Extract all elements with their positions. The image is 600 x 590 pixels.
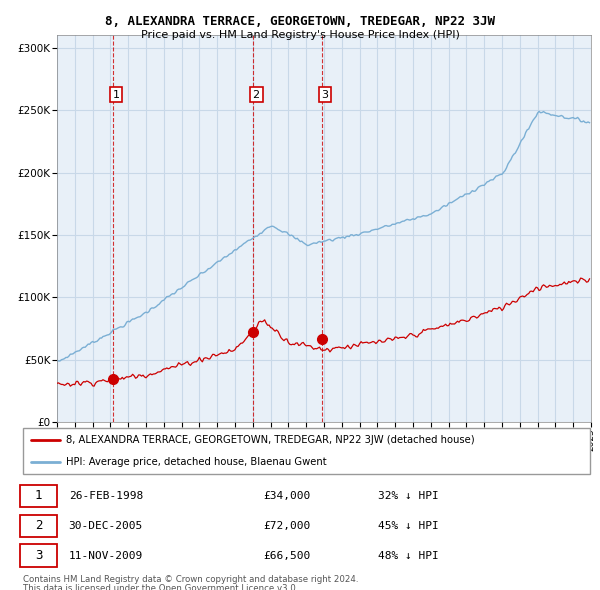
Text: 8, ALEXANDRA TERRACE, GEORGETOWN, TREDEGAR, NP22 3JW: 8, ALEXANDRA TERRACE, GEORGETOWN, TREDEG… — [105, 15, 495, 28]
Text: Price paid vs. HM Land Registry's House Price Index (HPI): Price paid vs. HM Land Registry's House … — [140, 30, 460, 40]
FancyBboxPatch shape — [20, 545, 57, 567]
Text: 3: 3 — [322, 90, 329, 100]
Text: HPI: Average price, detached house, Blaenau Gwent: HPI: Average price, detached house, Blae… — [66, 457, 326, 467]
Text: 3: 3 — [35, 549, 43, 562]
Text: Contains HM Land Registry data © Crown copyright and database right 2024.: Contains HM Land Registry data © Crown c… — [23, 575, 358, 584]
Text: 8, ALEXANDRA TERRACE, GEORGETOWN, TREDEGAR, NP22 3JW (detached house): 8, ALEXANDRA TERRACE, GEORGETOWN, TREDEG… — [66, 435, 475, 445]
Text: 2: 2 — [253, 90, 260, 100]
Text: 45% ↓ HPI: 45% ↓ HPI — [378, 521, 439, 530]
Text: 2: 2 — [35, 519, 43, 532]
Text: £72,000: £72,000 — [263, 521, 311, 530]
Text: £34,000: £34,000 — [263, 491, 311, 501]
FancyBboxPatch shape — [20, 514, 57, 537]
Text: 26-FEB-1998: 26-FEB-1998 — [68, 491, 143, 501]
Text: 32% ↓ HPI: 32% ↓ HPI — [378, 491, 439, 501]
FancyBboxPatch shape — [20, 484, 57, 507]
Text: 11-NOV-2009: 11-NOV-2009 — [68, 550, 143, 560]
Text: 1: 1 — [113, 90, 119, 100]
Text: This data is licensed under the Open Government Licence v3.0.: This data is licensed under the Open Gov… — [23, 584, 298, 590]
Text: 1: 1 — [35, 489, 43, 502]
Text: 30-DEC-2005: 30-DEC-2005 — [68, 521, 143, 530]
Text: £66,500: £66,500 — [263, 550, 311, 560]
Text: 48% ↓ HPI: 48% ↓ HPI — [378, 550, 439, 560]
FancyBboxPatch shape — [23, 428, 590, 474]
